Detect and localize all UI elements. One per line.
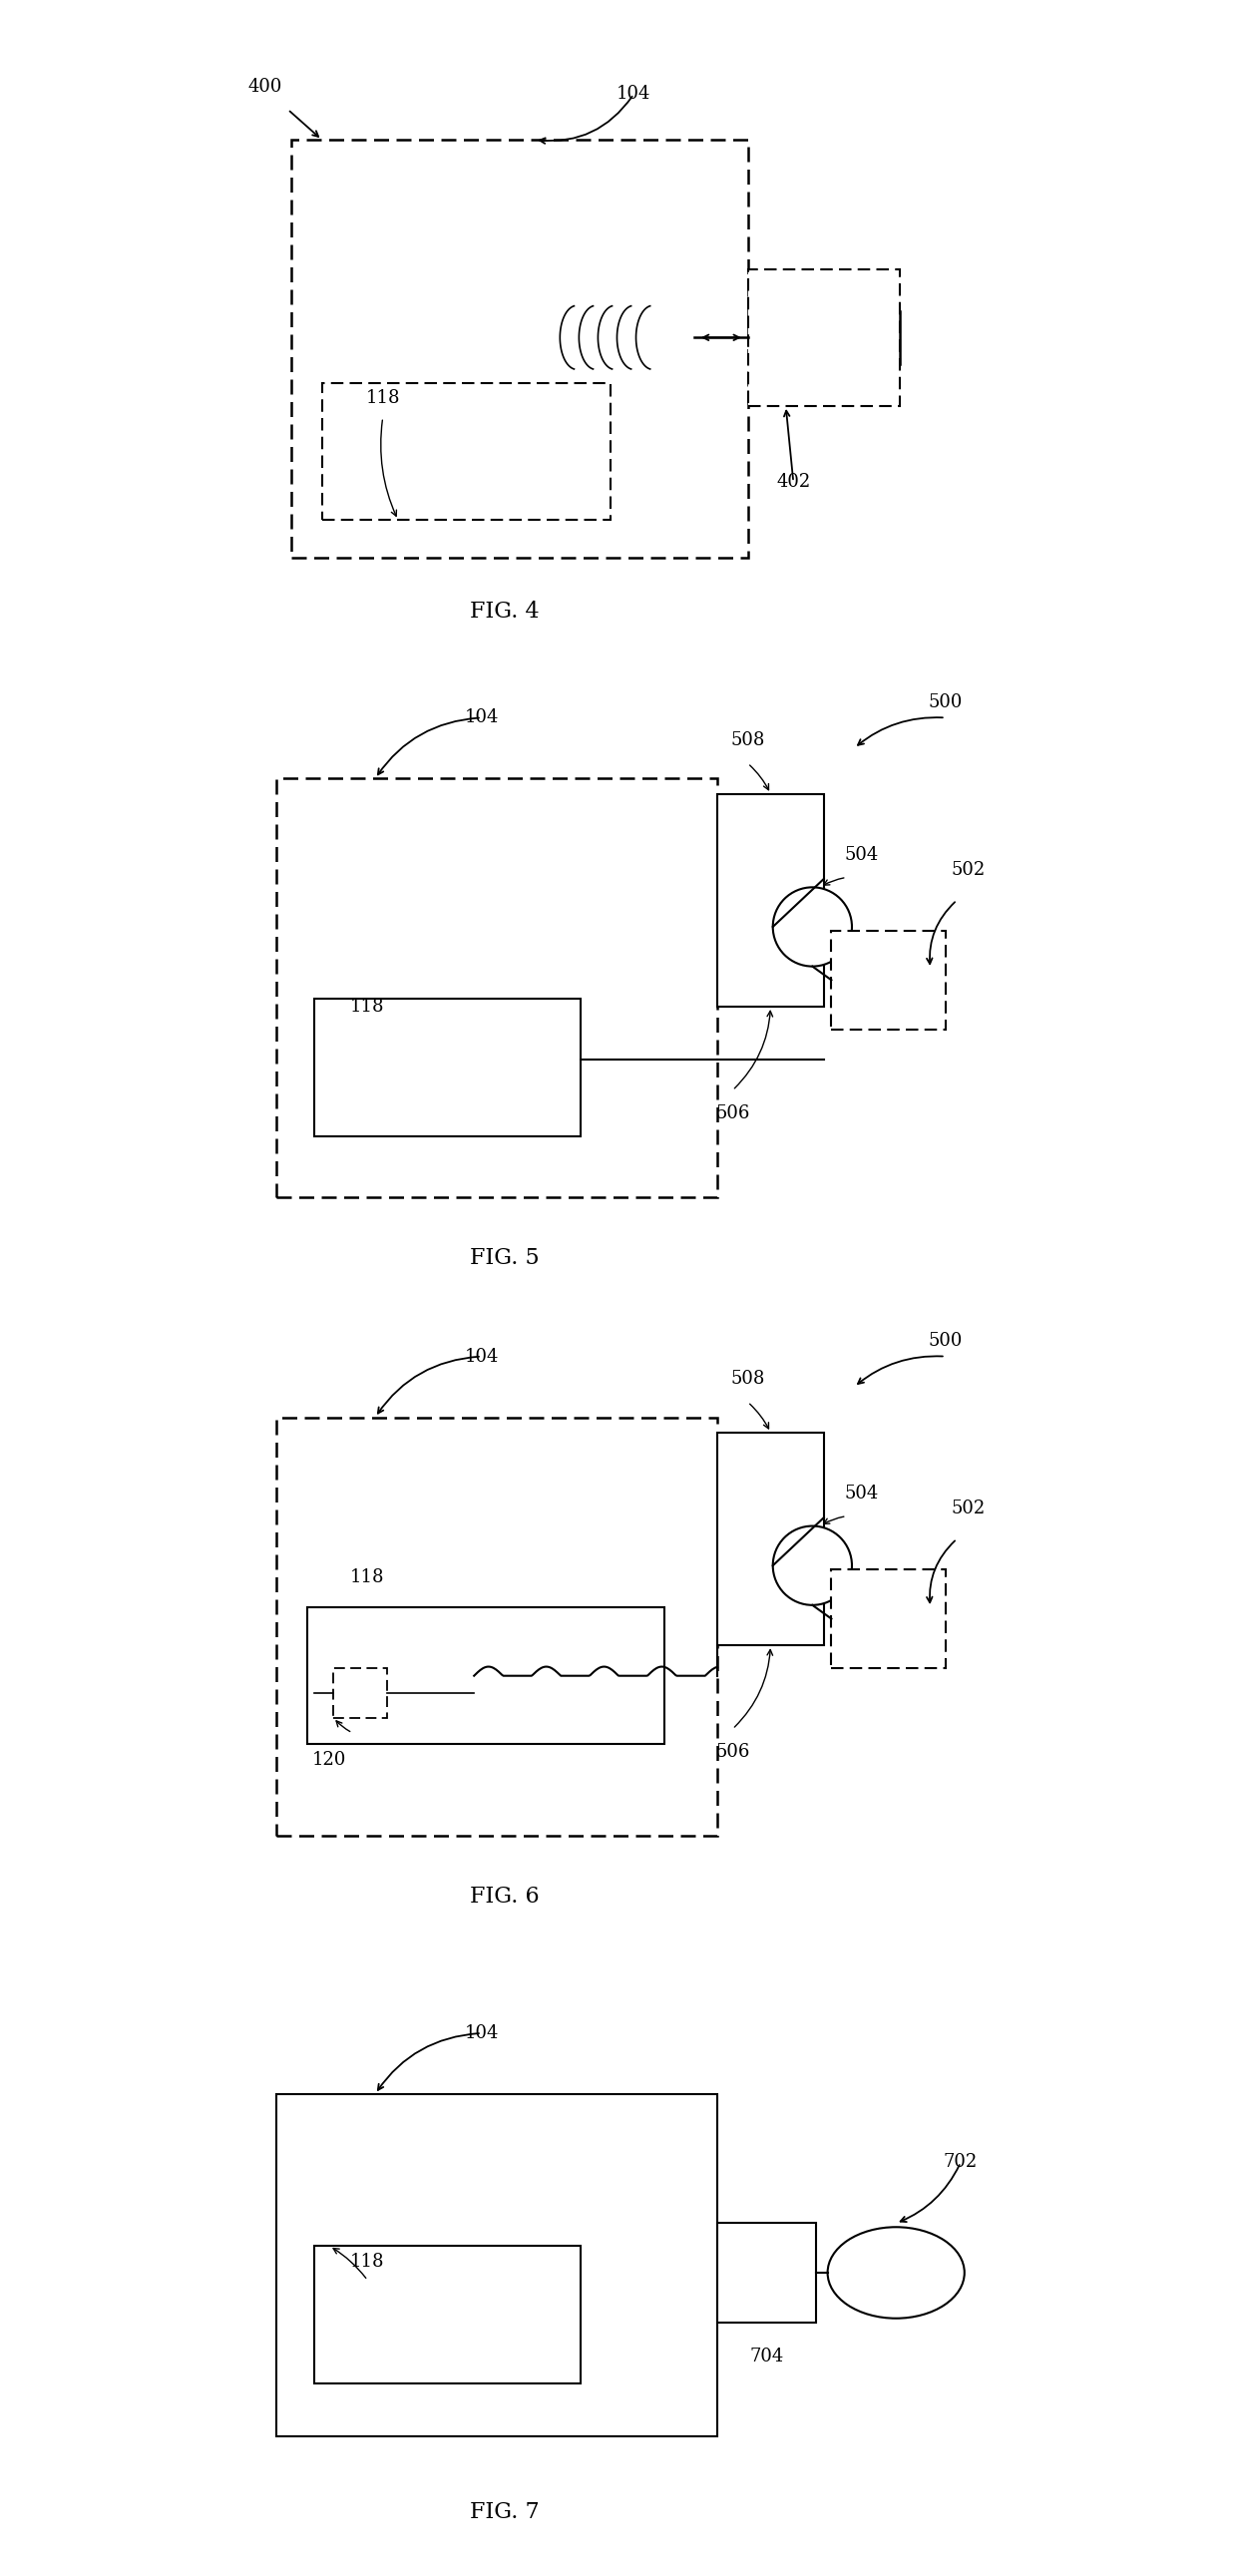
Bar bbox=[292, 139, 747, 559]
Bar bbox=[831, 1569, 945, 1669]
Text: 704: 704 bbox=[750, 2347, 784, 2365]
Bar bbox=[334, 1669, 387, 1718]
Text: 508: 508 bbox=[731, 732, 764, 750]
Bar bbox=[276, 1417, 717, 1837]
Bar bbox=[831, 930, 945, 1030]
Text: 702: 702 bbox=[944, 2154, 977, 2172]
Bar bbox=[307, 1607, 664, 1744]
Text: 120: 120 bbox=[313, 1752, 346, 1767]
Text: FIG. 5: FIG. 5 bbox=[470, 1247, 539, 1267]
Bar bbox=[322, 384, 611, 520]
Text: FIG. 7: FIG. 7 bbox=[470, 2501, 539, 2524]
Text: 118: 118 bbox=[350, 2251, 385, 2269]
Text: 402: 402 bbox=[777, 474, 810, 492]
Bar bbox=[717, 2223, 816, 2321]
Bar bbox=[717, 793, 824, 1007]
Text: 506: 506 bbox=[715, 1105, 750, 1123]
Text: 104: 104 bbox=[465, 708, 499, 726]
Text: 502: 502 bbox=[951, 1499, 986, 1517]
Text: 104: 104 bbox=[465, 1347, 499, 1365]
Bar bbox=[276, 778, 717, 1198]
Bar bbox=[747, 268, 899, 407]
Ellipse shape bbox=[828, 2228, 965, 2318]
Text: 104: 104 bbox=[465, 2025, 499, 2043]
Text: 400: 400 bbox=[247, 77, 282, 95]
Text: 118: 118 bbox=[350, 997, 385, 1015]
Text: FIG. 4: FIG. 4 bbox=[470, 600, 539, 623]
Text: 504: 504 bbox=[845, 845, 878, 863]
Text: 118: 118 bbox=[350, 1569, 385, 1587]
Circle shape bbox=[773, 1525, 852, 1605]
Circle shape bbox=[773, 886, 852, 966]
Text: 508: 508 bbox=[731, 1370, 764, 1388]
Bar bbox=[717, 1432, 824, 1646]
Bar bbox=[314, 2246, 580, 2383]
Text: 118: 118 bbox=[366, 389, 400, 407]
Text: FIG. 6: FIG. 6 bbox=[470, 1886, 539, 1906]
Text: 104: 104 bbox=[616, 85, 651, 103]
Text: 500: 500 bbox=[928, 693, 962, 711]
Text: 500: 500 bbox=[928, 1332, 962, 1350]
Text: 504: 504 bbox=[845, 1484, 878, 1502]
Text: 506: 506 bbox=[715, 1744, 750, 1762]
Text: 502: 502 bbox=[951, 860, 986, 878]
Bar bbox=[276, 2094, 717, 2437]
Bar bbox=[314, 999, 580, 1136]
